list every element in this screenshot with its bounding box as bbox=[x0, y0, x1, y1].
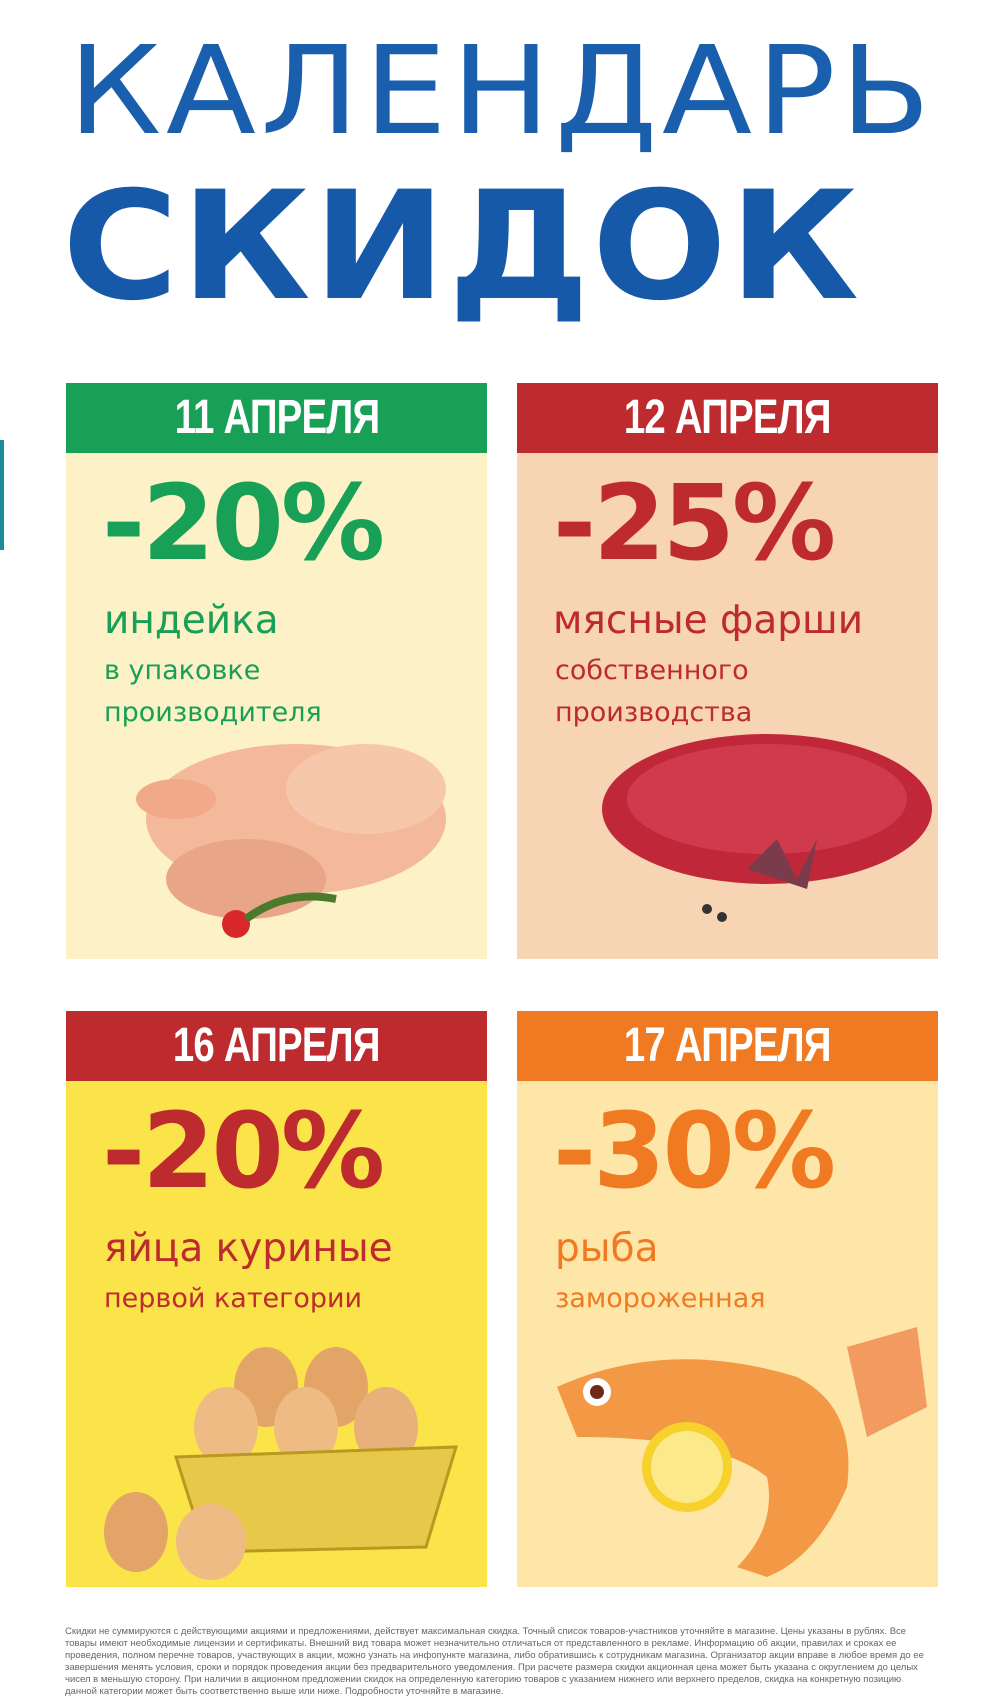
title-line1: КАЛЕНДАРЬ bbox=[68, 20, 935, 162]
card-11-april: 11 АПРЕЛЯ -20% индейка в упаковке произв… bbox=[66, 383, 487, 959]
product-detail: собственного bbox=[555, 655, 749, 686]
discount: -20% bbox=[102, 462, 385, 584]
product-detail: в упаковке bbox=[104, 655, 261, 686]
product-detail: первой категории bbox=[104, 1283, 363, 1314]
product-name: яйца куриные bbox=[104, 1226, 393, 1271]
card-date: 11 АПРЕЛЯ bbox=[66, 383, 487, 453]
side-accent bbox=[0, 440, 4, 550]
disclaimer: Скидки не суммируются с действующими акц… bbox=[65, 1626, 924, 1697]
card-date: 17 АПРЕЛЯ bbox=[517, 1011, 938, 1081]
card-17-april: 17 АПРЕЛЯ -30% рыба замороженная bbox=[517, 1011, 938, 1587]
product-detail: производителя bbox=[104, 697, 322, 728]
product-detail: замороженная bbox=[555, 1283, 766, 1314]
eggs-basket-icon bbox=[104, 1347, 459, 1580]
discount: -20% bbox=[102, 1090, 385, 1212]
product-name: рыба bbox=[555, 1226, 659, 1271]
product-name: мясные фарши bbox=[553, 598, 864, 643]
card-date: 12 АПРЕЛЯ bbox=[517, 383, 938, 453]
card-16-april: 16 АПРЕЛЯ -20% яйца куриные первой катег… bbox=[66, 1011, 487, 1587]
card-12-april: 12 АПРЕЛЯ -25% мясные фарши собственного… bbox=[517, 383, 938, 959]
product-detail: производства bbox=[555, 697, 753, 728]
discount: -25% bbox=[553, 462, 836, 584]
discount: -30% bbox=[553, 1090, 836, 1212]
fish-icon bbox=[557, 1327, 927, 1577]
product-name: индейка bbox=[104, 598, 279, 643]
card-date: 16 АПРЕЛЯ bbox=[66, 1011, 487, 1081]
title-line2: СКИДОК bbox=[62, 160, 862, 334]
turkey-icon bbox=[136, 744, 446, 938]
minced-meat-icon bbox=[602, 734, 932, 922]
